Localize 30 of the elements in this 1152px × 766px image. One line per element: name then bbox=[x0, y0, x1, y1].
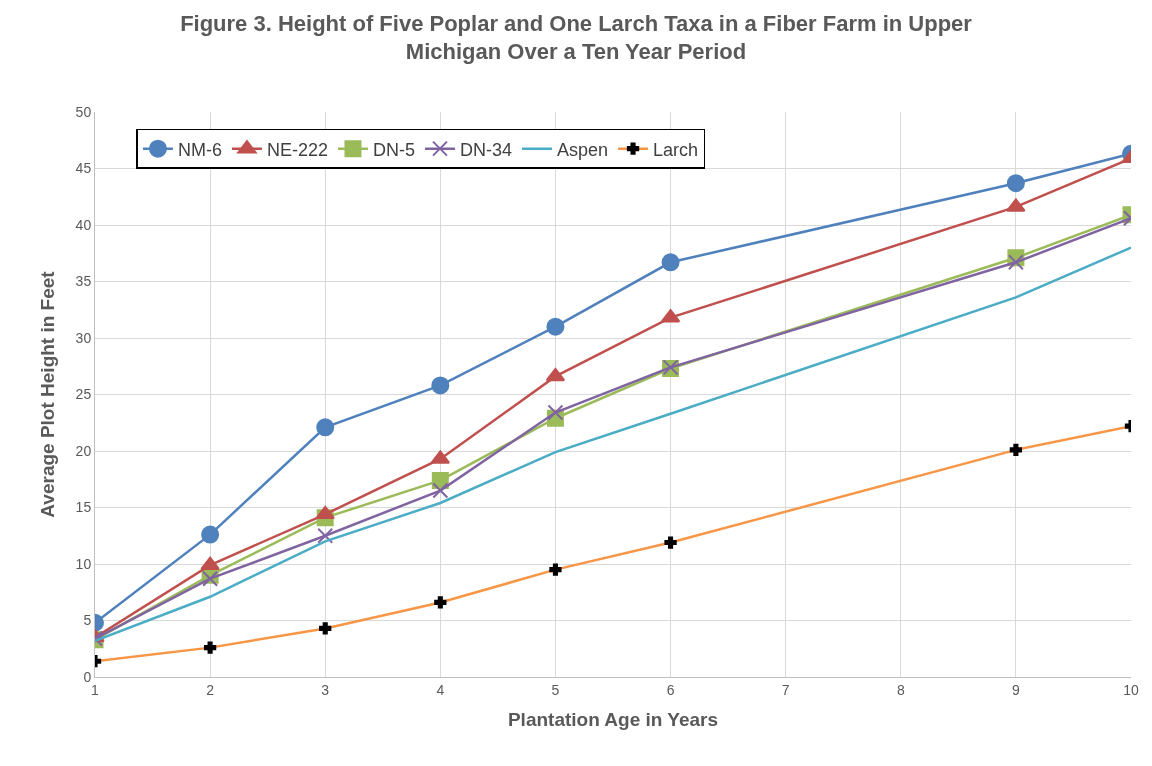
y-axis-title: Average Plot Height in Feet bbox=[37, 270, 59, 518]
x-tick-label: 5 bbox=[551, 681, 560, 698]
x-tick-label: 1 bbox=[91, 681, 100, 698]
x-tick-label: 10 bbox=[1123, 681, 1139, 698]
y-tick-label: 10 bbox=[75, 555, 92, 572]
x-tick-label: 7 bbox=[781, 681, 790, 698]
y-tick-label: 40 bbox=[75, 216, 92, 233]
legend-label: Larch bbox=[653, 139, 699, 160]
chart-title: Figure 3. Height of Five Poplar and One Larch Taxa in a Fiber Farm in Upper Michigan Over a Ten Year Period bbox=[180, 10, 973, 65]
y-tick-label: 25 bbox=[75, 386, 92, 403]
legend-label: Aspen bbox=[557, 139, 609, 160]
x-tick-label: 6 bbox=[666, 681, 675, 698]
y-tick-label: 50 bbox=[75, 103, 92, 120]
legend-label: NM-6 bbox=[177, 139, 222, 160]
x-tick-label: 8 bbox=[896, 681, 905, 698]
x-tick-label: 9 bbox=[1011, 681, 1020, 698]
y-tick-label: 30 bbox=[75, 329, 92, 346]
x-tick-label: 3 bbox=[321, 681, 330, 698]
y-tick-label: 15 bbox=[75, 499, 92, 516]
x-tick-label: 4 bbox=[436, 681, 445, 698]
legend-label: DN-34 bbox=[459, 139, 512, 160]
y-tick-label: 20 bbox=[75, 442, 92, 459]
y-tick-label: 5 bbox=[83, 612, 92, 629]
legend-label: NE-222 bbox=[266, 139, 328, 160]
y-tick-label: 35 bbox=[75, 273, 92, 290]
x-axis-title: Plantation Age in Years bbox=[507, 708, 719, 730]
legend-label: DN-5 bbox=[372, 139, 415, 160]
y-tick-label: 45 bbox=[75, 160, 92, 177]
y-tick-label: 0 bbox=[83, 668, 92, 685]
x-tick-label: 2 bbox=[206, 681, 215, 698]
